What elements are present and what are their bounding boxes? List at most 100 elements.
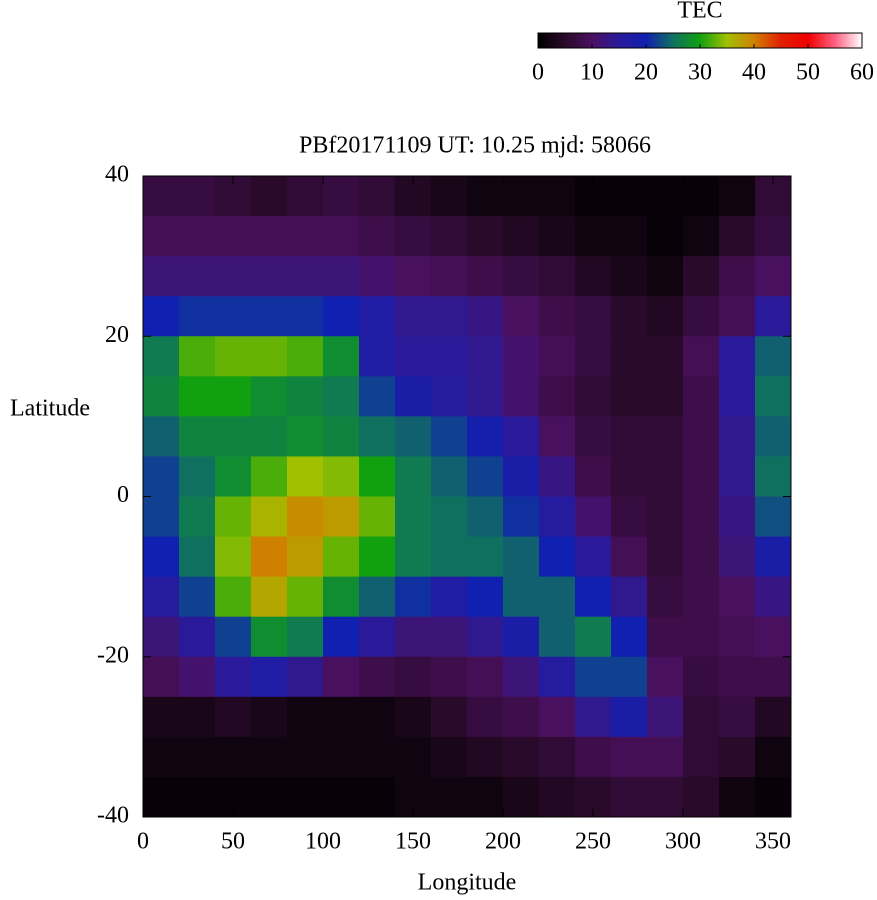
heatmap-cell xyxy=(395,216,432,257)
heatmap-cell xyxy=(467,616,504,658)
heatmap-cell xyxy=(575,336,612,377)
heatmap-cell xyxy=(647,536,684,578)
heatmap-cell xyxy=(215,616,252,658)
heatmap-cell xyxy=(503,376,540,417)
heatmap-cell xyxy=(287,776,324,818)
heatmap-cell xyxy=(359,656,396,698)
heatmap-cell xyxy=(647,736,684,778)
heatmap-cell xyxy=(539,296,576,337)
heatmap-cell xyxy=(395,376,432,417)
heatmap-cell xyxy=(287,176,324,217)
heatmap-cell xyxy=(503,696,540,738)
heatmap-cell xyxy=(755,216,792,257)
heatmap-cell xyxy=(719,656,756,698)
heatmap-cell xyxy=(647,696,684,738)
heatmap-cell xyxy=(719,176,756,217)
heatmap-cell xyxy=(395,616,432,658)
heatmap-cell xyxy=(323,256,360,297)
x-tick-label: 100 xyxy=(305,829,341,855)
heatmap-cell xyxy=(575,616,612,658)
heatmap-cell xyxy=(611,576,648,618)
heatmap-cell xyxy=(359,176,396,217)
heatmap-cell xyxy=(611,216,648,257)
heatmap-cell xyxy=(179,376,216,417)
heatmap-cell xyxy=(395,336,432,377)
heatmap-cell xyxy=(503,576,540,618)
heatmap-cell xyxy=(323,656,360,698)
colorbar-tick-label: 20 xyxy=(634,60,658,86)
heatmap-cell xyxy=(359,456,396,497)
heatmap-cell xyxy=(143,776,180,818)
heatmap-cell xyxy=(431,336,468,377)
heatmap-cell xyxy=(287,456,324,497)
colorbar-tick-label: 0 xyxy=(532,60,544,86)
heatmap-cell xyxy=(647,776,684,818)
heatmap-cell xyxy=(179,496,216,538)
heatmap-cell xyxy=(719,296,756,337)
heatmap-cell xyxy=(215,576,252,618)
heatmap-cell xyxy=(179,776,216,818)
x-tick-label: 250 xyxy=(575,829,611,855)
heatmap-cell xyxy=(539,336,576,377)
heatmap-cell xyxy=(143,296,180,337)
heatmap-cell xyxy=(431,176,468,217)
heatmap-cell xyxy=(719,456,756,497)
colorbar-tick-label: 40 xyxy=(742,60,766,86)
heatmap-cell xyxy=(503,216,540,257)
heatmap-cell xyxy=(143,696,180,738)
heatmap-cell xyxy=(503,496,540,538)
heatmap-cell xyxy=(719,496,756,538)
heatmap-cell xyxy=(215,216,252,257)
heatmap-cell xyxy=(467,576,504,618)
heatmap-cell xyxy=(251,376,288,417)
heatmap-cell xyxy=(575,376,612,417)
heatmap-cell xyxy=(359,736,396,778)
heatmap-cell xyxy=(755,256,792,297)
heatmap-cell xyxy=(179,536,216,578)
heatmap-cell xyxy=(287,616,324,658)
heatmap-cell xyxy=(755,736,792,778)
heatmap-cell xyxy=(467,736,504,778)
heatmap-cell xyxy=(539,656,576,698)
heatmap-cell xyxy=(215,416,252,457)
heatmap-cell xyxy=(179,736,216,778)
heatmap-cell xyxy=(611,376,648,417)
heatmap-cell xyxy=(323,336,360,377)
heatmap-cell xyxy=(503,456,540,497)
colorbar-tick-label: 50 xyxy=(796,60,820,86)
x-tick-label: 50 xyxy=(221,829,245,855)
heatmap-cell xyxy=(143,376,180,417)
heatmap-cell xyxy=(575,456,612,497)
heatmap-cell xyxy=(323,696,360,738)
heatmap-cell xyxy=(575,736,612,778)
heatmap-cell xyxy=(611,256,648,297)
chart-title: PBf20171109 UT: 10.25 mjd: 58066 xyxy=(299,133,651,159)
colorbar-title: TEC xyxy=(677,0,722,24)
heatmap-cell xyxy=(143,736,180,778)
heatmap-cell xyxy=(683,296,720,337)
heatmap-cell xyxy=(611,416,648,457)
heatmap-cell xyxy=(323,416,360,457)
heatmap-cell xyxy=(755,536,792,578)
heatmap-cell xyxy=(395,696,432,738)
y-axis-label: Latitude xyxy=(10,396,90,422)
heatmap-cell xyxy=(467,496,504,538)
heatmap-cell xyxy=(395,736,432,778)
heatmap-cell xyxy=(215,736,252,778)
heatmap-cell xyxy=(431,736,468,778)
heatmap-cell xyxy=(719,616,756,658)
heatmap-cell xyxy=(287,536,324,578)
heatmap-cell xyxy=(611,336,648,377)
heatmap-cell xyxy=(143,456,180,497)
heatmap-cell xyxy=(575,496,612,538)
heatmap-cell xyxy=(503,736,540,778)
heatmap-cell xyxy=(251,536,288,578)
heatmap-cell xyxy=(179,696,216,738)
heatmap-cell xyxy=(179,176,216,217)
heatmap-cell xyxy=(179,336,216,377)
heatmap-cell xyxy=(719,776,756,818)
heatmap-cell xyxy=(287,696,324,738)
heatmap-cell xyxy=(647,456,684,497)
heatmap-cell xyxy=(179,416,216,457)
heatmap-cell xyxy=(359,696,396,738)
